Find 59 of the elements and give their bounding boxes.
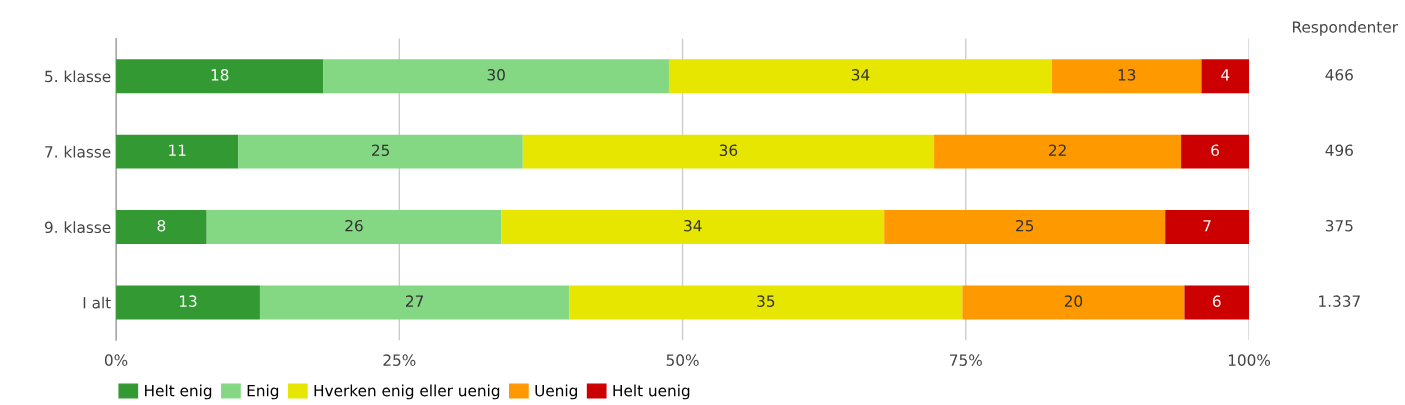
x-tick-label: 25% (383, 354, 416, 366)
bar (668, 59, 1052, 94)
data-label: 26 (345, 219, 363, 232)
bar (1181, 134, 1250, 169)
x-tick-label: 0% (104, 354, 128, 366)
bar (116, 134, 239, 169)
data-label: 6 (1211, 144, 1219, 157)
data-label: 27 (406, 295, 424, 307)
bar (206, 210, 502, 245)
data-label: 18 (211, 69, 229, 81)
bar (501, 210, 885, 245)
bar (1165, 210, 1250, 245)
data-label: 8 (157, 219, 166, 232)
bar (934, 134, 1182, 169)
bar (238, 134, 523, 169)
bar (1184, 285, 1250, 320)
bar (323, 59, 669, 94)
text: 375 (1325, 219, 1353, 232)
bar (116, 285, 260, 320)
bar (116, 59, 324, 94)
y-tick-label: 7. klasse (45, 145, 111, 158)
data-label: 36 (719, 144, 738, 157)
data-label: 4 (1221, 69, 1230, 81)
text: 496 (1325, 144, 1353, 157)
y-tick-label: I alt (83, 296, 111, 309)
bar (884, 210, 1166, 245)
data-label: 22 (1048, 144, 1066, 156)
data-label: 34 (851, 69, 870, 81)
x-tick-label: 50% (666, 354, 699, 366)
y-tick-label: 9. klasse (44, 221, 111, 234)
bar (1051, 59, 1202, 94)
bar (962, 285, 1185, 320)
text: Respondenter (1293, 20, 1398, 36)
data-label: 25 (1016, 219, 1034, 232)
x-tick-label: 100% (1228, 354, 1271, 366)
data-label: 7 (1203, 220, 1211, 232)
legend-label: Helt uenig (613, 384, 690, 400)
legend-label: Helt enig (145, 384, 212, 400)
legend-label: Enig (247, 384, 279, 400)
bar (569, 285, 963, 320)
bar (116, 210, 207, 245)
data-label: 13 (179, 295, 197, 307)
x-tick-label: 75% (950, 354, 982, 366)
bar (259, 285, 570, 320)
data-label: 34 (684, 219, 702, 232)
data-label: 35 (757, 295, 775, 307)
y-tick-label: 5. klasse (45, 70, 111, 83)
data-label: 13 (1118, 69, 1136, 81)
data-label: 30 (487, 69, 505, 81)
data-label: 6 (1212, 295, 1221, 307)
legend-label: Uenig (535, 384, 577, 400)
data-label: 20 (1064, 295, 1083, 307)
bar (1201, 59, 1250, 94)
data-label: 25 (372, 144, 389, 157)
text: 1.337 (1319, 295, 1360, 307)
text: 466 (1325, 69, 1353, 81)
data-label: 11 (169, 144, 186, 156)
legend-label: Hverken enig eller uenig (314, 384, 500, 400)
bar (522, 134, 935, 169)
